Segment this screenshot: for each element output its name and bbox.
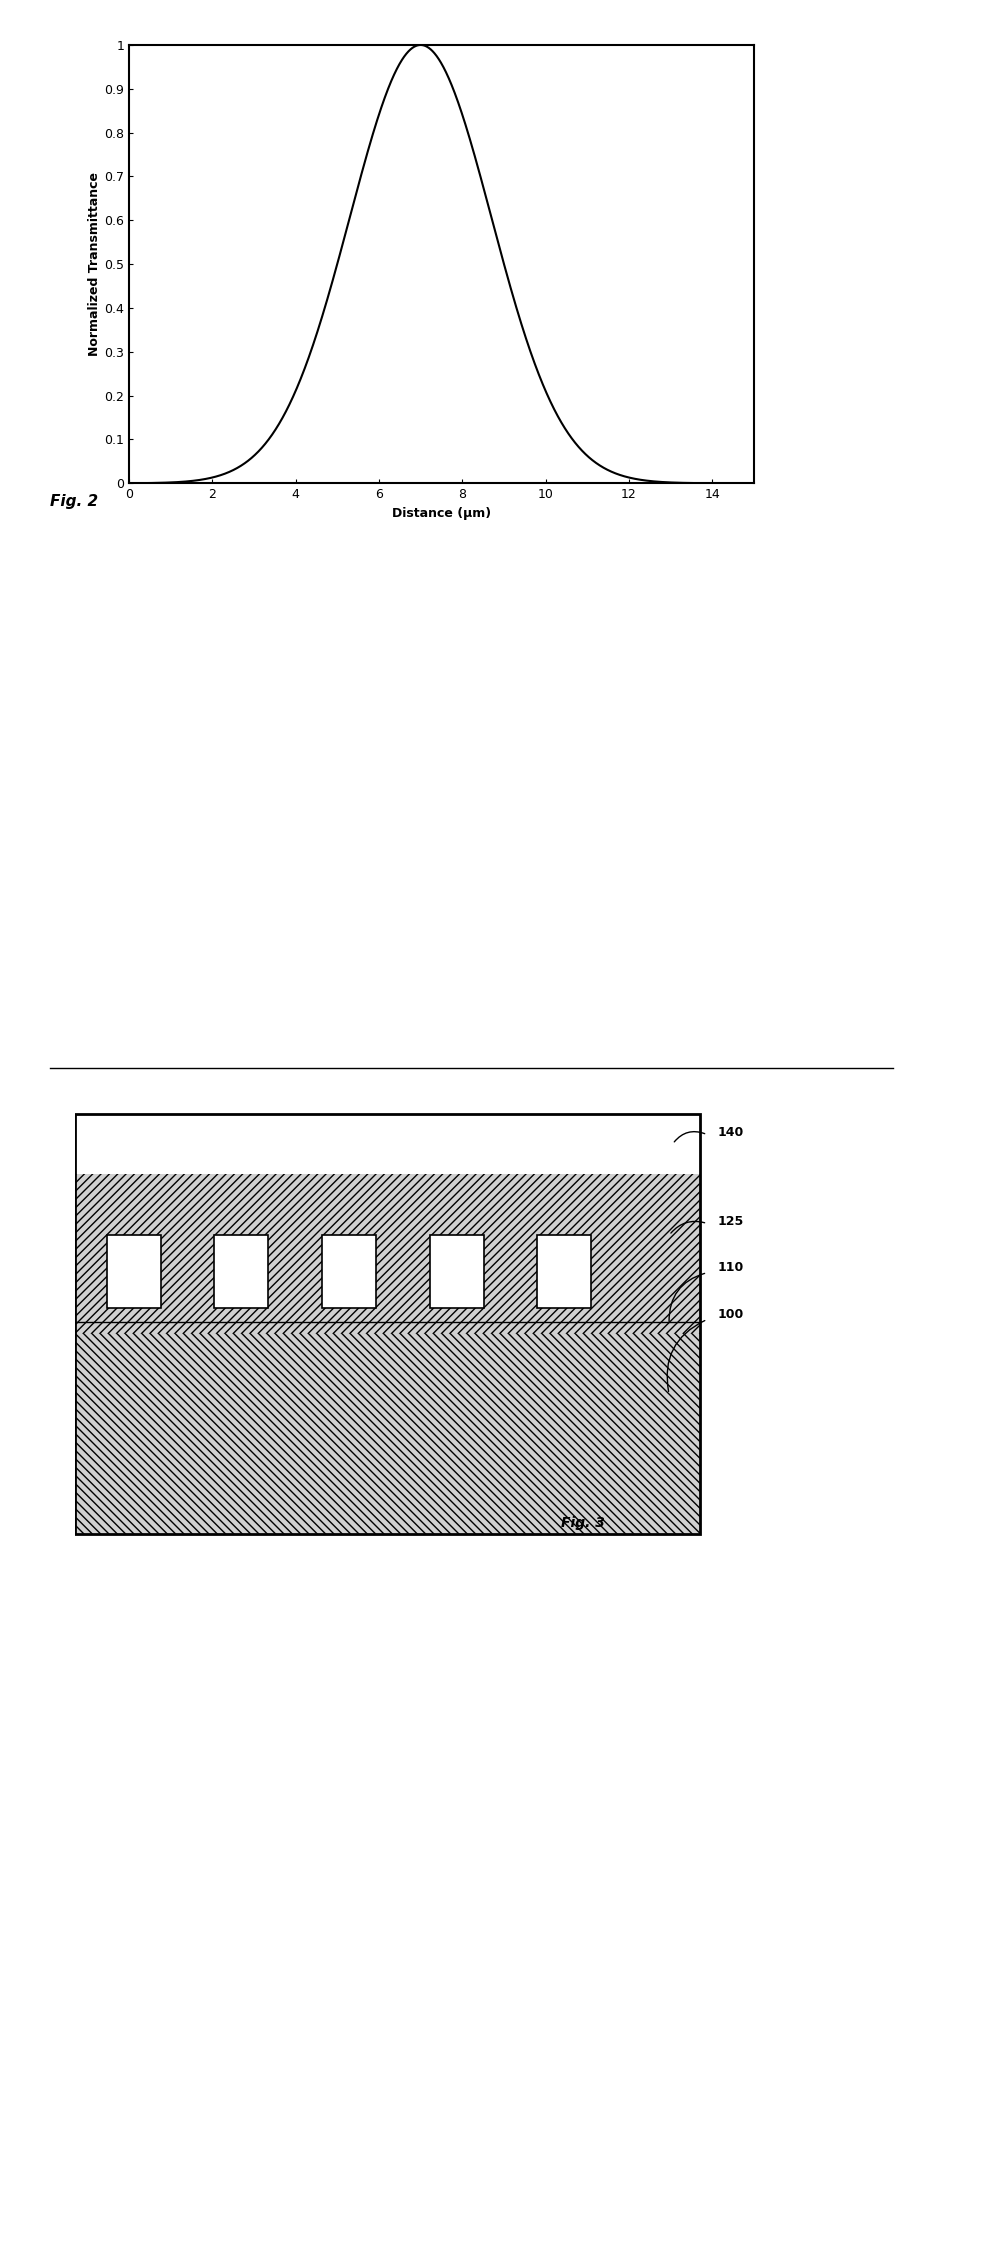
Bar (75, 1333, 700, 1535)
Y-axis label: Normalized Transmittance: Normalized Transmittance (88, 173, 101, 355)
Bar (106, 1234, 161, 1308)
Text: 140: 140 (717, 1126, 744, 1140)
Bar (75, 1173, 700, 1333)
Bar (430, 1234, 484, 1308)
Text: 125: 125 (717, 1214, 744, 1227)
Bar (75, 1173, 700, 1333)
Text: Fig. 3: Fig. 3 (561, 1515, 605, 1531)
Text: 100: 100 (717, 1308, 744, 1322)
Bar (75, 1113, 700, 1173)
Bar (214, 1234, 269, 1308)
Bar (75, 1333, 700, 1535)
Text: 110: 110 (717, 1261, 744, 1275)
Bar (321, 1234, 376, 1308)
X-axis label: Distance (μm): Distance (μm) (392, 506, 491, 519)
Bar (537, 1234, 591, 1308)
Text: Fig. 2: Fig. 2 (50, 495, 98, 508)
